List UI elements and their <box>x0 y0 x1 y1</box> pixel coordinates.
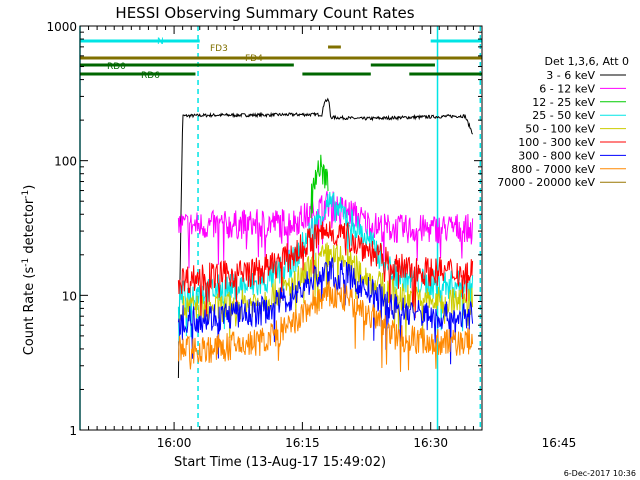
legend-item-label: 100 - 300 keV <box>518 136 595 149</box>
y-label-part: Count Rate (s <box>22 267 37 356</box>
series-line <box>177 97 474 379</box>
status-bar-label: RD0 <box>107 62 126 72</box>
y-tick-label: 1000 <box>46 20 77 34</box>
x-tick-label: 16:45 <box>542 436 577 450</box>
timestamp: 6-Dec-2017 10:36 <box>564 469 636 478</box>
legend-item-label: 7000 - 20000 keV <box>497 176 595 189</box>
y-axis-label: Count Rate (s-1 detector-1) <box>21 185 37 356</box>
series-line <box>177 221 474 321</box>
series-lines <box>177 97 474 379</box>
y-tick-label: 10 <box>62 289 77 303</box>
status-bars: N FD3 FD4 RD0 RD6 <box>80 37 482 81</box>
plot-frame <box>79 25 483 431</box>
chart-title: HESSI Observing Summary Count Rates <box>115 4 414 22</box>
series-line <box>177 280 474 372</box>
status-bar-label: RD6 <box>141 71 160 81</box>
legend-item-label: 12 - 25 keV <box>532 96 595 109</box>
x-tick-label: 16:00 <box>157 436 192 450</box>
x-tick-label: 16:30 <box>413 436 448 450</box>
series-line <box>177 191 474 342</box>
legend-item-label: 25 - 50 keV <box>532 109 595 122</box>
x-tick-label: 16:15 <box>285 436 320 450</box>
y-label-part: detector <box>22 198 37 258</box>
y-label-sup: -1 <box>21 190 31 199</box>
status-bar-label: FD3 <box>210 44 228 54</box>
legend-item-label: 50 - 100 keV <box>525 123 595 136</box>
x-axis-label: Start Time (13-Aug-17 15:49:02) <box>174 455 386 470</box>
legend-item-label: 300 - 800 keV <box>518 149 595 162</box>
y-tick-label: 100 <box>54 155 77 169</box>
series-line <box>177 242 474 341</box>
y-label-sup: -1 <box>21 258 31 267</box>
legend-header: Det 1,3,6, Att 0 <box>545 55 629 68</box>
status-bar-label: N <box>157 37 164 47</box>
legend-item-label: 3 - 6 keV <box>546 69 595 82</box>
legend-item-label: 800 - 7000 keV <box>511 163 595 176</box>
legend-item-label: 6 - 12 keV <box>539 82 595 95</box>
y-tick-label: 1 <box>69 424 77 438</box>
y-label-part: ) <box>22 185 37 190</box>
series-line <box>177 256 474 365</box>
status-bar-label: FD4 <box>245 54 263 64</box>
series-line <box>310 154 329 218</box>
